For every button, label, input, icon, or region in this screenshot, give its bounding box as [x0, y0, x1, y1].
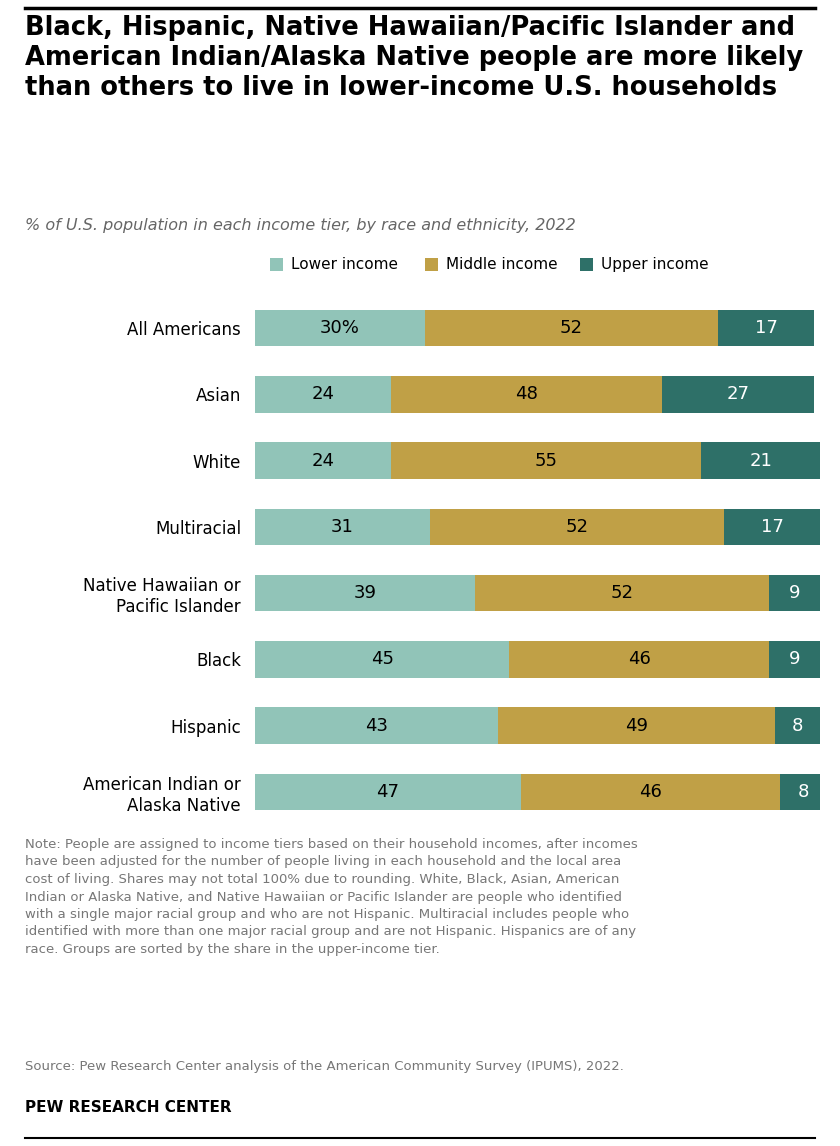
- Bar: [391, 376, 662, 413]
- Text: 17: 17: [755, 319, 778, 337]
- Bar: [255, 707, 498, 744]
- Text: 43: 43: [365, 716, 388, 735]
- Text: 55: 55: [534, 452, 558, 470]
- Text: 52: 52: [611, 584, 633, 602]
- Bar: [662, 376, 814, 413]
- Text: 8: 8: [797, 783, 809, 801]
- Bar: [424, 309, 718, 346]
- Text: 8: 8: [792, 716, 803, 735]
- Text: 46: 46: [627, 651, 651, 668]
- Bar: [255, 442, 391, 479]
- Bar: [255, 774, 521, 810]
- Text: Upper income: Upper income: [601, 257, 709, 272]
- Text: 17: 17: [760, 518, 784, 536]
- Text: 48: 48: [515, 385, 538, 403]
- Bar: [718, 309, 814, 346]
- Text: Lower income: Lower income: [291, 257, 398, 272]
- Text: 45: 45: [370, 651, 394, 668]
- Text: 46: 46: [639, 783, 662, 801]
- Bar: [255, 575, 475, 611]
- Bar: [475, 575, 769, 611]
- Text: PEW RESEARCH CENTER: PEW RESEARCH CENTER: [25, 1100, 232, 1115]
- Text: Note: People are assigned to income tiers based on their household incomes, afte: Note: People are assigned to income tier…: [25, 838, 638, 956]
- Bar: [255, 376, 391, 413]
- Bar: [255, 641, 509, 677]
- Text: 39: 39: [354, 584, 376, 602]
- Bar: [724, 509, 820, 545]
- Bar: [774, 707, 820, 744]
- Bar: [255, 309, 424, 346]
- Bar: [509, 641, 769, 677]
- Text: 24: 24: [312, 452, 334, 470]
- Text: Source: Pew Research Center analysis of the American Community Survey (IPUMS), 2: Source: Pew Research Center analysis of …: [25, 1060, 624, 1073]
- Text: 27: 27: [727, 385, 749, 403]
- Text: 9: 9: [789, 651, 801, 668]
- Text: % of U.S. population in each income tier, by race and ethnicity, 2022: % of U.S. population in each income tier…: [25, 218, 575, 233]
- Text: 30%: 30%: [320, 319, 360, 337]
- Text: 47: 47: [376, 783, 399, 801]
- Text: Black, Hispanic, Native Hawaiian/Pacific Islander and
American Indian/Alaska Nat: Black, Hispanic, Native Hawaiian/Pacific…: [25, 15, 803, 101]
- Bar: [701, 442, 820, 479]
- Bar: [780, 774, 826, 810]
- Text: 24: 24: [312, 385, 334, 403]
- Text: 9: 9: [789, 584, 801, 602]
- Text: 52: 52: [560, 319, 583, 337]
- Text: 31: 31: [331, 518, 354, 536]
- Text: Middle income: Middle income: [446, 257, 558, 272]
- Text: 52: 52: [565, 518, 589, 536]
- Bar: [255, 509, 430, 545]
- Bar: [391, 442, 701, 479]
- Bar: [769, 575, 820, 611]
- Bar: [769, 641, 820, 677]
- Text: 49: 49: [625, 716, 648, 735]
- Text: 21: 21: [749, 452, 772, 470]
- Bar: [521, 774, 780, 810]
- Bar: [498, 707, 774, 744]
- Bar: [430, 509, 724, 545]
